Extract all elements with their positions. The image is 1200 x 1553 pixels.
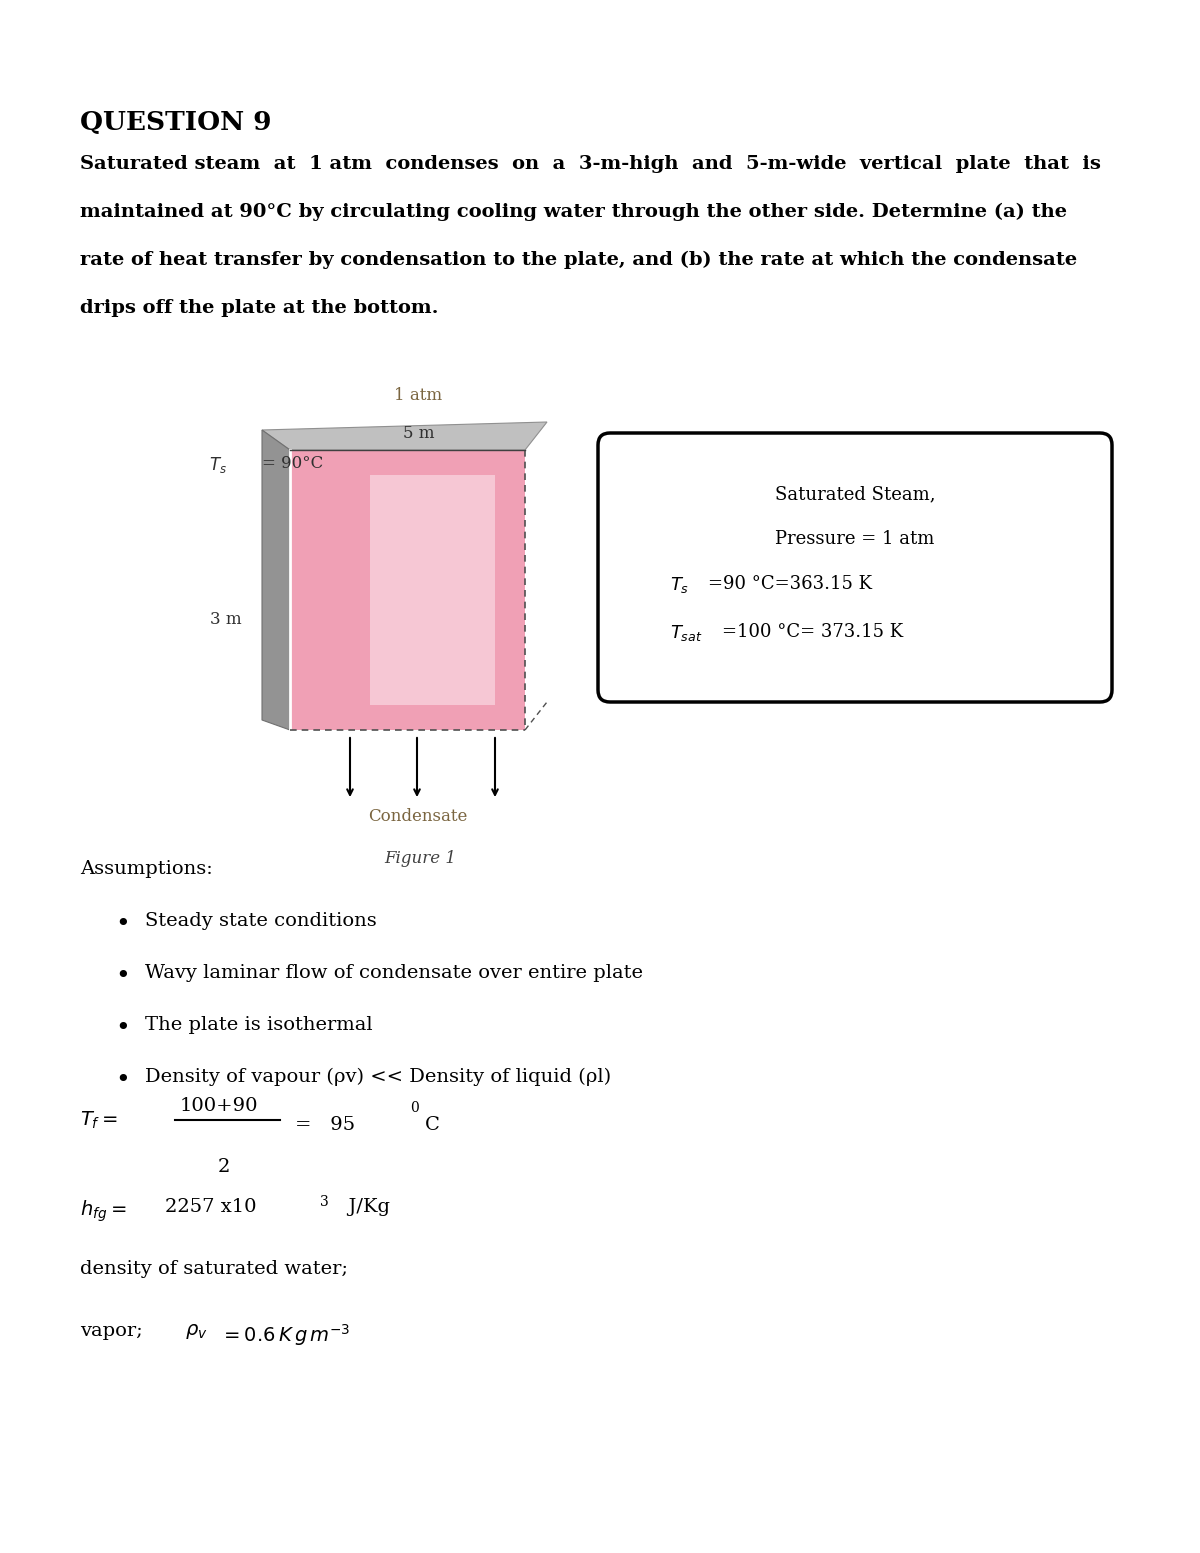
Text: 1 atm: 1 atm <box>395 387 443 404</box>
Text: •: • <box>115 912 130 936</box>
Text: Wavy laminar flow of condensate over entire plate: Wavy laminar flow of condensate over ent… <box>145 964 643 981</box>
Text: 5 m: 5 m <box>403 426 434 443</box>
Text: $h_{fg}=$: $h_{fg}=$ <box>80 1197 126 1224</box>
Text: Saturated steam  at  1 atm  condenses  on  a  3-m-high  and  5-m-wide  vertical : Saturated steam at 1 atm condenses on a … <box>80 155 1100 172</box>
Text: $=0.6\,K\,g\,m^{-3}$: $=0.6\,K\,g\,m^{-3}$ <box>220 1322 350 1348</box>
Text: 100+90: 100+90 <box>180 1096 258 1115</box>
Text: density of saturated water;: density of saturated water; <box>80 1259 348 1278</box>
Text: Steady state conditions: Steady state conditions <box>145 912 377 930</box>
Text: 3: 3 <box>320 1194 329 1208</box>
Text: •: • <box>115 1016 130 1041</box>
Polygon shape <box>290 450 526 730</box>
Text: =90 °C=363.15 K: =90 °C=363.15 K <box>708 575 872 593</box>
Text: 3 m: 3 m <box>210 612 242 629</box>
Text: Saturated Steam,: Saturated Steam, <box>775 485 935 503</box>
Text: =100 °C= 373.15 K: =100 °C= 373.15 K <box>722 623 904 641</box>
Text: Pressure = 1 atm: Pressure = 1 atm <box>775 530 935 548</box>
Text: QUESTION 9: QUESTION 9 <box>80 110 271 135</box>
Text: $T_s$: $T_s$ <box>670 575 689 595</box>
Text: =   95: = 95 <box>295 1117 355 1134</box>
Text: Figure 1: Figure 1 <box>384 849 456 867</box>
Text: = 90°C: = 90°C <box>262 455 323 472</box>
Text: •: • <box>115 964 130 988</box>
Text: $T_f =$: $T_f =$ <box>80 1110 118 1131</box>
Text: maintained at 90°C by circulating cooling water through the other side. Determin: maintained at 90°C by circulating coolin… <box>80 203 1067 221</box>
FancyBboxPatch shape <box>598 433 1112 702</box>
Text: Condensate: Condensate <box>368 808 467 825</box>
Text: drips off the plate at the bottom.: drips off the plate at the bottom. <box>80 300 438 317</box>
Text: vapor;: vapor; <box>80 1322 143 1340</box>
Text: •: • <box>115 1068 130 1092</box>
Polygon shape <box>370 475 496 705</box>
Polygon shape <box>262 430 290 730</box>
Text: $T_s$: $T_s$ <box>209 455 227 475</box>
Text: $T_{sat}$: $T_{sat}$ <box>670 623 703 643</box>
Text: Density of vapour (ρv) << Density of liquid (ρl): Density of vapour (ρv) << Density of liq… <box>145 1068 611 1086</box>
Text: 0: 0 <box>410 1101 419 1115</box>
Text: rate of heat transfer by condensation to the plate, and (b) the rate at which th: rate of heat transfer by condensation to… <box>80 252 1078 269</box>
Text: J/Kg: J/Kg <box>336 1197 390 1216</box>
Text: 2257 x10: 2257 x10 <box>166 1197 257 1216</box>
Text: Assumptions:: Assumptions: <box>80 860 212 877</box>
Polygon shape <box>262 422 547 450</box>
Text: $\rho_v$: $\rho_v$ <box>185 1322 208 1340</box>
Text: The plate is isothermal: The plate is isothermal <box>145 1016 373 1034</box>
Text: C: C <box>425 1117 440 1134</box>
Text: 2: 2 <box>218 1159 230 1176</box>
